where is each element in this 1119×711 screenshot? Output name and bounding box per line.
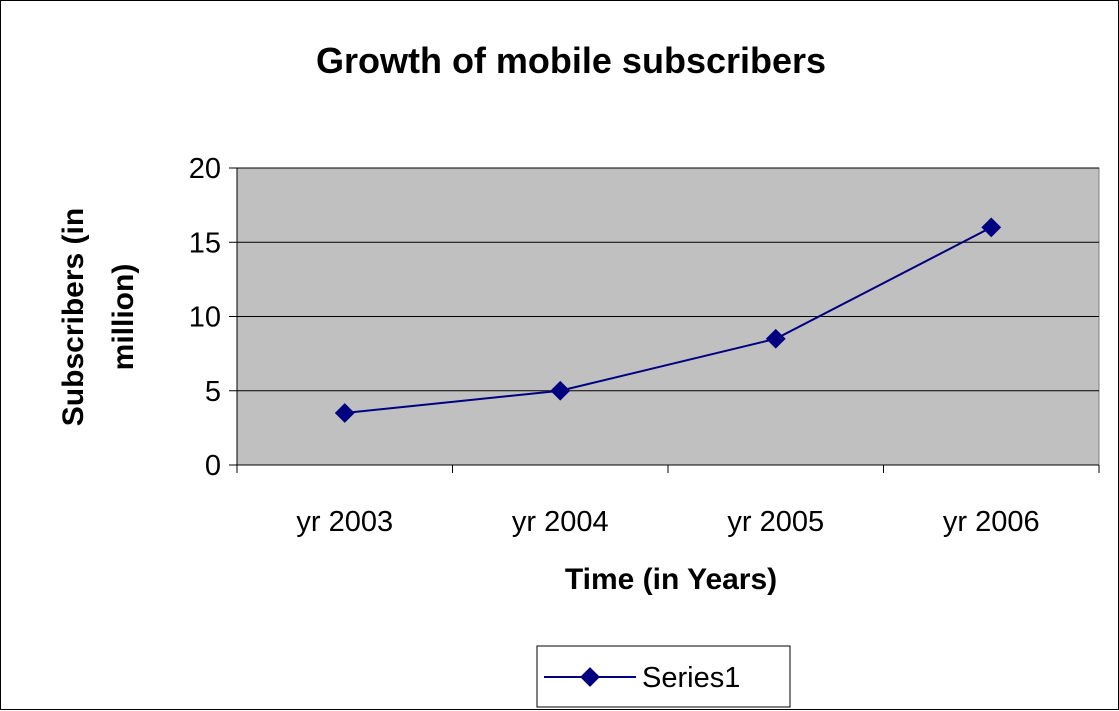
y-axis-title-line-2: million) xyxy=(107,264,140,371)
x-axis: yr 2003 yr 2004 yr 2005 yr 2006 xyxy=(236,464,1100,538)
x-tick-label: yr 2004 xyxy=(512,506,609,538)
legend-series-label: Series1 xyxy=(642,662,740,694)
y-tick-label: 20 xyxy=(189,153,221,185)
x-tick-label: yr 2003 xyxy=(296,506,393,538)
series-line xyxy=(344,226,992,415)
y-axis-title-line-1: Subscribers (in xyxy=(57,208,90,426)
x-axis-title: Time (in Years) xyxy=(565,563,777,596)
legend-series-marker xyxy=(580,667,600,687)
y-axis-title: Subscribers (in million) xyxy=(57,208,140,426)
data-point-marker xyxy=(550,380,571,401)
x-tick-label: yr 2006 xyxy=(943,506,1040,538)
y-axis: 0 5 10 15 20 xyxy=(189,153,238,482)
data-point-marker xyxy=(765,328,786,349)
series-group xyxy=(334,217,1002,423)
data-point-marker xyxy=(334,403,355,423)
y-tick-label: 15 xyxy=(189,227,221,259)
legend: Series1 xyxy=(536,645,791,708)
y-tick-label: 10 xyxy=(189,302,221,334)
y-tick-label: 5 xyxy=(205,376,221,408)
gridlines xyxy=(237,167,1099,392)
y-tick-label: 0 xyxy=(205,450,221,482)
chart-title: Growth of mobile subscribers xyxy=(316,40,826,81)
x-tick-label: yr 2005 xyxy=(727,506,824,538)
